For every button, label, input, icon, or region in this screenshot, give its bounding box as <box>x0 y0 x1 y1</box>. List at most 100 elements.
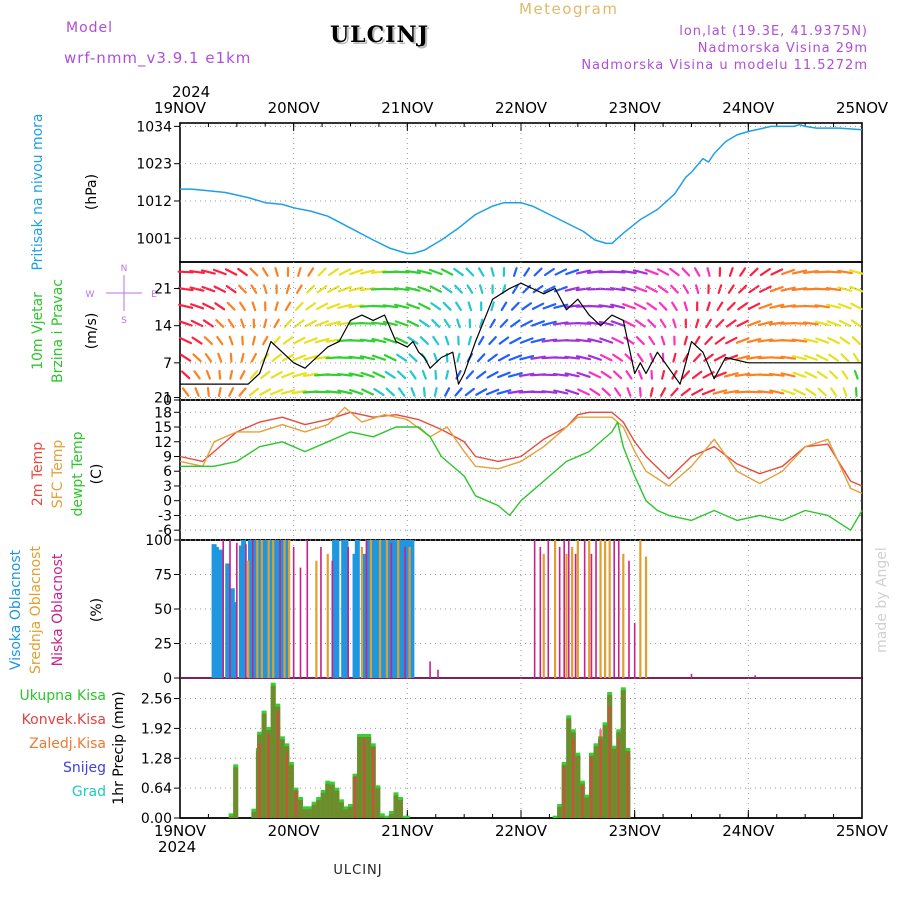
wind-arrow <box>269 388 284 396</box>
wind-arrow <box>511 284 519 294</box>
wind-arrow <box>758 303 773 310</box>
wind-arrow <box>852 352 860 363</box>
wind-arrow <box>410 387 416 397</box>
wind-arrow <box>681 267 691 277</box>
wind-arrow <box>507 372 523 378</box>
wind-arrow <box>433 352 439 363</box>
wind-arrow <box>575 338 592 343</box>
wind-arrow <box>406 303 421 310</box>
cloud-bar <box>604 540 607 678</box>
wind-arrow <box>348 355 365 360</box>
wind-arrow <box>523 267 531 277</box>
wind-arrow <box>249 370 259 380</box>
wind-arrow <box>302 372 319 378</box>
wind-arrow <box>530 337 546 344</box>
wind-arrow <box>706 267 711 277</box>
cloud-high-title: Visoka Oblacnost <box>8 549 24 670</box>
wind-arrow <box>431 318 441 328</box>
wind-arrow <box>361 388 375 396</box>
wind-arrow <box>747 302 761 310</box>
wind-arrow <box>272 336 281 346</box>
cloud-bar <box>409 540 415 678</box>
cloud-bar <box>382 540 388 678</box>
wind-arrow <box>262 284 268 295</box>
wind-arrow <box>274 267 279 277</box>
cloud-bar <box>326 553 329 678</box>
wind-arrow <box>694 318 700 329</box>
precip-conv-bar <box>276 710 279 818</box>
wind-arrow <box>326 303 341 310</box>
wind-arrow <box>683 335 688 346</box>
wind-arrow <box>635 336 645 346</box>
temp-dewpt-title: dewpt Temp <box>70 431 86 516</box>
wind-arrow <box>201 285 216 293</box>
wind-arrow <box>621 269 637 275</box>
cloud-bar <box>375 540 381 678</box>
wind-arrow <box>405 286 421 292</box>
wind-arrow <box>781 268 796 276</box>
precip-total-bar-body <box>584 797 590 818</box>
wind-arrow <box>456 318 461 329</box>
wind-arrow <box>816 370 828 379</box>
wind-arrow <box>660 335 666 346</box>
time-label-top: 22NOV <box>495 99 548 117</box>
wind-arrow <box>829 370 839 380</box>
wind-arrow <box>442 301 452 311</box>
cloud-bar <box>385 540 388 678</box>
wind-arrow <box>327 285 340 293</box>
precip-total-bar-body <box>316 800 322 818</box>
wind-arrow <box>444 387 451 397</box>
wind-arrow <box>203 336 214 345</box>
wind-arrow <box>780 372 796 378</box>
cloud-bar <box>222 540 224 678</box>
cloud-bar <box>404 546 406 678</box>
cloud-unit-label: (%) <box>89 598 105 622</box>
precip-unit-label: 1hr Precip (mm) <box>111 691 127 804</box>
year-top: 2024 <box>172 83 210 101</box>
cloud-bar <box>331 560 334 678</box>
precip-total-bar-body <box>348 807 353 818</box>
wind-arrow <box>610 303 626 309</box>
wind-arrow <box>759 267 771 277</box>
wind-arrow <box>553 303 569 309</box>
wind-arrow <box>736 319 749 328</box>
cloud-bar <box>320 546 322 678</box>
wind-arrow <box>552 372 569 377</box>
wind-arrow <box>769 389 785 395</box>
cloud-bar <box>292 546 295 678</box>
wind-arrow <box>691 370 703 380</box>
wind-arrow <box>738 284 748 294</box>
wind-arrow <box>440 268 454 276</box>
wind-arrow <box>780 286 796 292</box>
wind-arrow <box>501 284 507 295</box>
y-tick-label: -3 <box>158 508 172 524</box>
compass-s: S <box>121 316 127 326</box>
precip-conv-bar <box>353 776 357 818</box>
wind-arrow <box>476 370 487 380</box>
wind-arrow <box>792 371 807 378</box>
wind-arrow <box>385 387 396 397</box>
cloud-bar <box>245 544 247 678</box>
wind-arrow <box>238 387 247 397</box>
wind-arrow <box>465 267 475 277</box>
wind-arrow <box>408 353 418 363</box>
wind-arrow <box>839 336 851 345</box>
cloud-bar <box>644 556 648 678</box>
wind-arrow <box>851 336 861 346</box>
cloud-bar <box>639 540 642 678</box>
wind-arrow <box>659 318 667 329</box>
y-tick-label: -6 <box>158 523 172 539</box>
wind-arrow <box>610 320 625 327</box>
wind-arrow <box>644 268 659 276</box>
precip-total-bar-body <box>611 748 617 818</box>
wind-arrow <box>659 387 667 397</box>
cloud-bar <box>343 540 349 678</box>
wind-arrow <box>609 270 626 274</box>
wind-arrow <box>393 287 410 292</box>
wind-arrow <box>202 302 215 310</box>
wind-arrow <box>748 285 760 294</box>
wind-arrow <box>418 319 430 328</box>
y-tick-label: 1.28 <box>141 751 172 767</box>
wind-arrow <box>429 285 442 293</box>
precip-total-bar <box>228 813 234 818</box>
